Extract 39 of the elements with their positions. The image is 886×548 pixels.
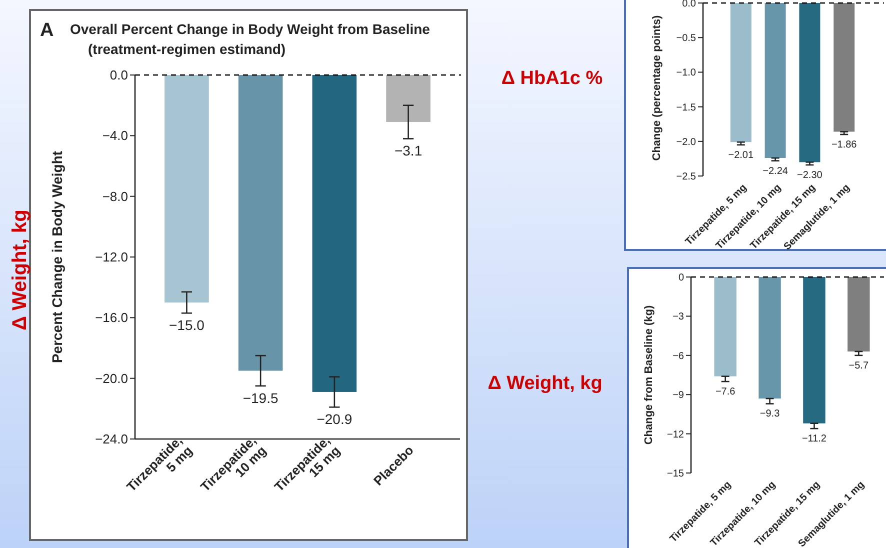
y-tick-label: −6 [672,350,684,362]
y-tick-label: −15 [667,468,684,480]
y-axis-title: Change (percentage points) [651,14,663,161]
y-tick-label: −2.0 [676,136,696,148]
data-label: −20.9 [316,411,352,428]
text: Δ HbA1c % [501,68,603,89]
text: A [40,20,54,41]
chart-subtitle: (treatment-regimen estimand) [88,41,286,57]
y-tick-label: −9 [672,390,684,402]
y-tick-label: −0.5 [676,33,696,44]
data-label: −15.0 [168,317,205,334]
data-label: −2.30 [797,170,823,181]
data-label: −9.3 [760,408,780,420]
data-label: −3.1 [394,142,422,159]
chart-title: Overall Percent Change in Body Weight from Baseline [70,21,430,37]
y-tick-label: −16.0 [95,310,128,326]
y-tick-label: −12 [667,429,684,440]
y-tick-label: −4.0 [102,128,128,144]
data-label: −7.6 [715,386,736,398]
y-axis-title: Percent Change in Body Weight [49,150,65,364]
y-tick-label: 0.0 [110,68,128,83]
y-tick-label: −2.5 [676,172,696,182]
y-tick-label: −20.0 [95,370,128,386]
y-tick-label: −1.5 [676,102,696,114]
y-tick-label: −3 [672,312,684,323]
y-tick-label: −24.0 [95,432,128,447]
y-tick-label: 0 [678,272,684,284]
text: Δ Weight, kg [488,373,602,394]
y-tick-label: −1.0 [676,68,696,79]
y-tick-label: −8.0 [102,188,128,204]
data-label: −19.5 [242,390,278,406]
y-tick-label: −12.0 [95,250,128,265]
data-label: −2.24 [762,166,788,177]
text: Δ Weight, kg [9,210,31,330]
data-label: −5.7 [848,360,869,372]
data-label: −1.86 [831,139,858,150]
y-axis-title: Change from Baseline (kg) [643,304,655,445]
data-label: −11.2 [802,434,827,445]
data-label: −2.01 [728,150,754,161]
